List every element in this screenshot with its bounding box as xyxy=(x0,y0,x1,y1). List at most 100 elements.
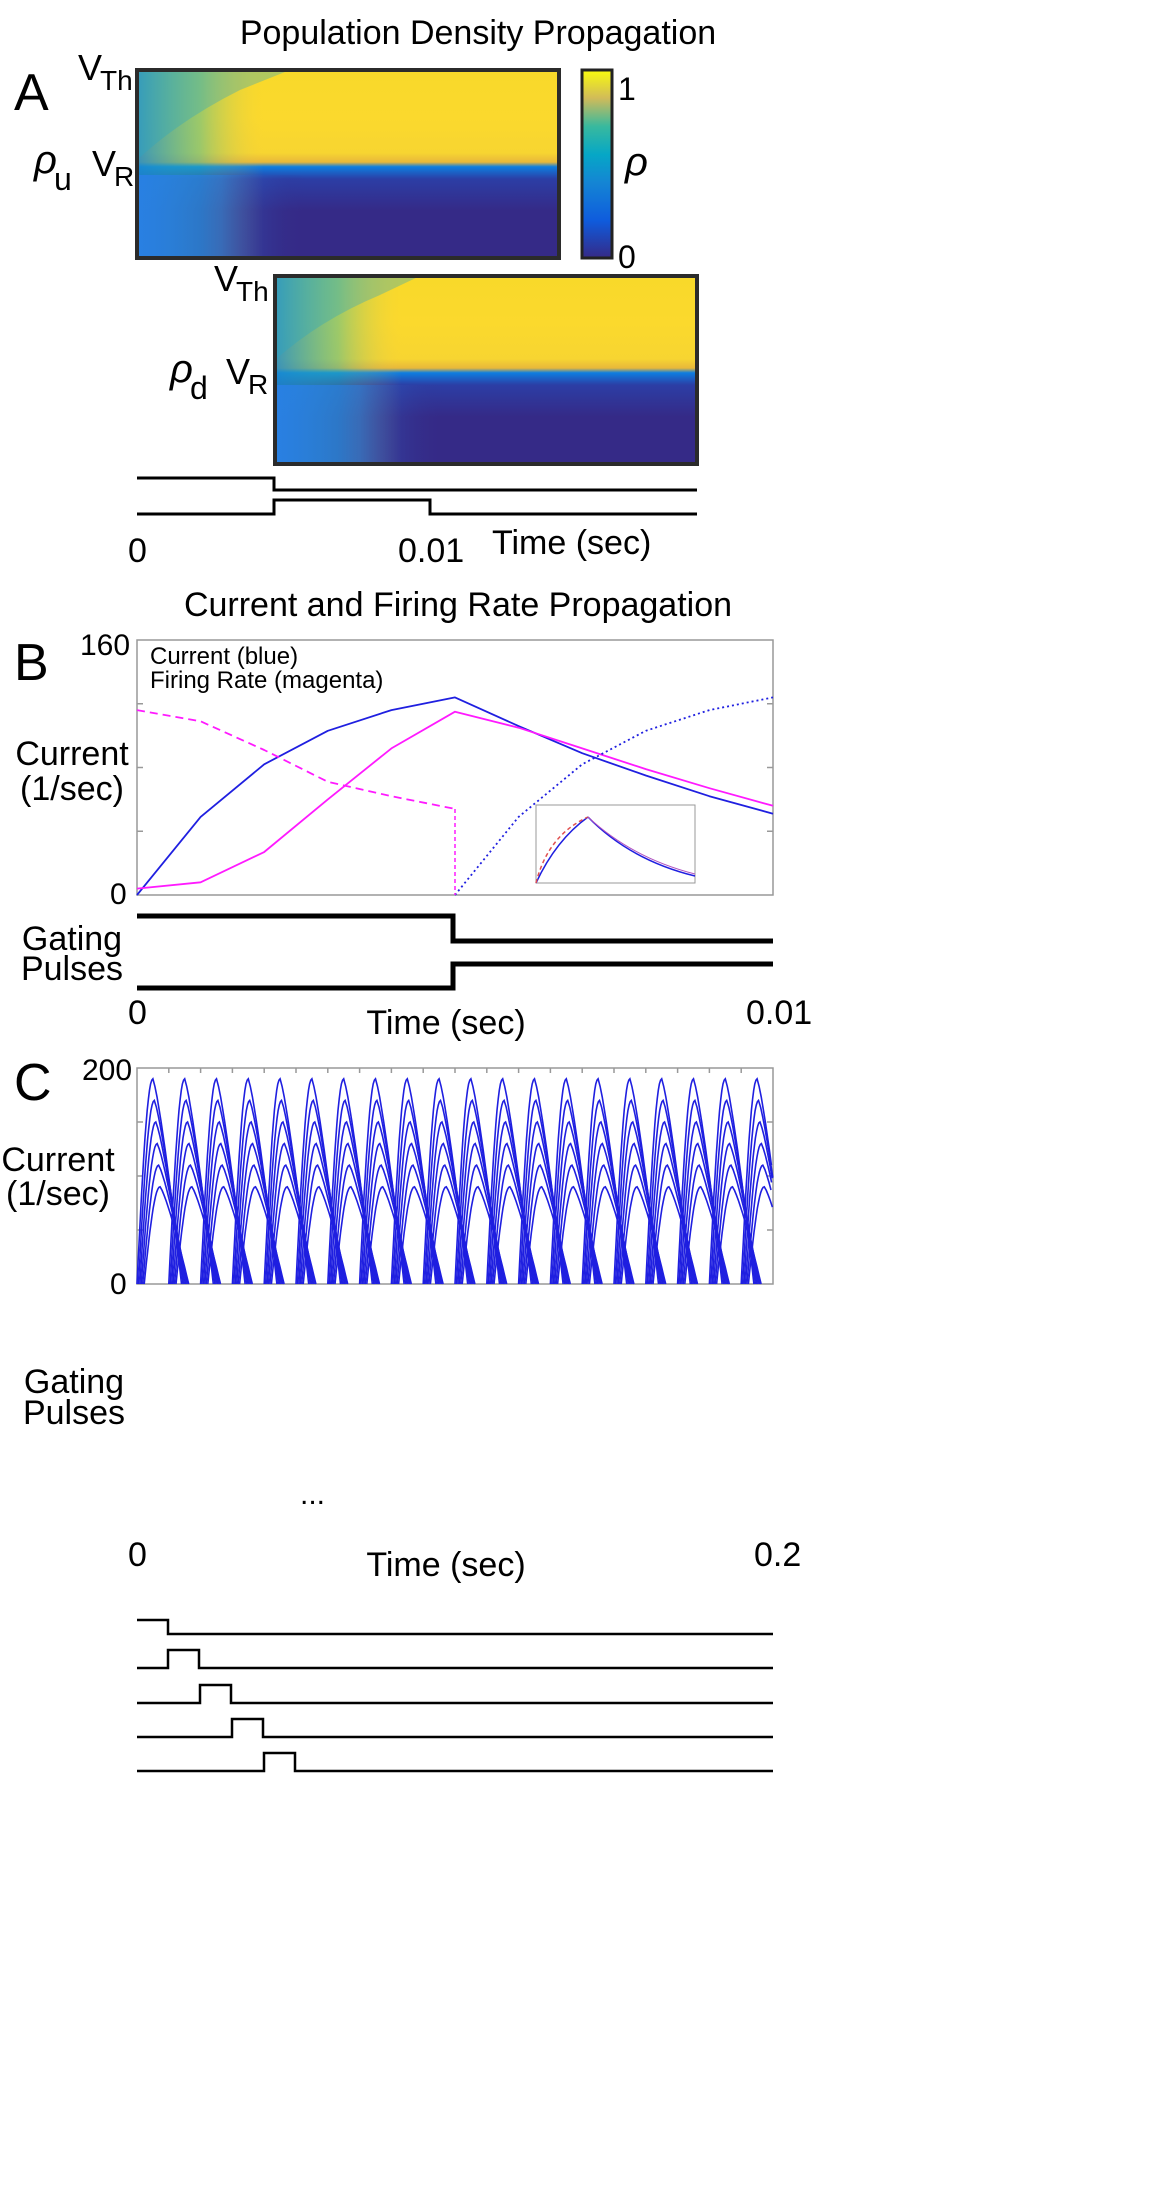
panel-c-current-curve xyxy=(684,1185,731,1285)
panel-b-legend-2: Firing Rate (magenta) xyxy=(150,667,383,694)
panel-c: C 200 0 Current (1/sec) Gating Pulses ..… xyxy=(1,1054,801,1773)
panel-c-gating-2: Pulses xyxy=(23,1394,125,1432)
colorbar-max: 1 xyxy=(618,71,636,107)
panel-c-gate-1 xyxy=(137,1618,773,1636)
panel-c-current-curve xyxy=(491,1164,538,1285)
panel-b-letter: B xyxy=(14,634,49,692)
panel-c-current-curve xyxy=(366,1185,413,1285)
panel-c-current-curve xyxy=(525,1185,572,1285)
panel-c-current-curve xyxy=(715,1185,762,1285)
panel-c-current-curve xyxy=(207,1185,254,1285)
panel-c-current-curve xyxy=(618,1164,665,1285)
panel-b-ymax: 160 xyxy=(80,629,130,662)
panel-c-current-curve xyxy=(397,1185,444,1285)
panel-b-series-3 xyxy=(136,709,456,810)
panel-c-current-curve xyxy=(238,1185,285,1285)
panel-b-series-2 xyxy=(136,710,774,890)
panel-c-current-curve xyxy=(650,1164,697,1285)
panel-a-xlabel: Time (sec) xyxy=(492,524,651,562)
panel-c-current-curve xyxy=(334,1185,381,1285)
panel-b-gate-1 xyxy=(137,913,773,944)
upper-name: ρ xyxy=(33,138,57,182)
panel-b-gating-2: Pulses xyxy=(21,950,123,988)
panel-c-current-curve xyxy=(205,1164,252,1285)
panel-c-current-curve xyxy=(740,1077,773,1285)
panel-c-lines xyxy=(136,1077,774,1285)
panel-c-current-curve xyxy=(300,1164,347,1285)
panel-b: B Current and Firing Rate Propagation 16… xyxy=(14,586,812,1042)
upper-vth-sub: Th xyxy=(100,65,133,96)
panel-c-current-curve xyxy=(461,1185,508,1285)
panel-b-ylabel-2: (1/sec) xyxy=(20,770,124,808)
lower-vth-sub: Th xyxy=(236,276,269,307)
panel-b-series-1 xyxy=(136,696,774,896)
panel-c-ellipsis: ... xyxy=(300,1478,325,1511)
panel-c-current-curve xyxy=(743,1120,773,1285)
panel-c-current-curve xyxy=(428,1164,475,1285)
panel-c-current-curve xyxy=(332,1164,379,1285)
panel-b-xlabel: Time (sec) xyxy=(366,1004,525,1042)
panel-c-xtick-0: 0 xyxy=(128,1536,147,1574)
lower-vr-sub: R xyxy=(248,369,268,400)
panel-c-current-curve xyxy=(269,1164,316,1285)
upper-vth: V xyxy=(78,47,102,88)
panel-b-ylabel-1: Current xyxy=(15,735,129,773)
panel-c-xlabel: Time (sec) xyxy=(366,1546,525,1584)
panel-c-ymax: 200 xyxy=(82,1054,132,1087)
panel-c-current-curve xyxy=(746,1164,772,1285)
panel-b-legend-1: Current (blue) xyxy=(150,643,298,670)
panel-c-ymin: 0 xyxy=(110,1268,127,1301)
heatmap-lower xyxy=(273,274,699,466)
panel-c-gate-2 xyxy=(137,1648,773,1670)
upper-name-sub: u xyxy=(54,161,72,197)
panel-b-ymin: 0 xyxy=(110,878,127,911)
colorbar: 1 0 ρ xyxy=(580,68,648,275)
panel-c-current-curve xyxy=(143,1185,190,1285)
upper-vr-sub: R xyxy=(114,161,134,192)
heatmap-upper xyxy=(135,68,561,260)
panel-c-current-curve xyxy=(237,1164,284,1285)
panel-c-current-curve xyxy=(270,1185,317,1285)
panel-c-current-curve xyxy=(741,1098,774,1285)
panel-a-tick-0: 0 xyxy=(128,532,147,570)
panel-c-current-curve xyxy=(555,1164,602,1285)
colorbar-min: 0 xyxy=(618,239,636,275)
panel-c-gate-4 xyxy=(137,1717,773,1739)
panel-b-inset xyxy=(535,804,696,884)
panel-c-current-curve xyxy=(587,1164,634,1285)
panel-b-gate-2 xyxy=(137,961,773,991)
panel-a-tick-mid: 0.01 xyxy=(398,532,464,570)
panel-c-current-curve xyxy=(493,1185,540,1285)
panel-a-gate-1 xyxy=(137,476,697,492)
lower-name-sub: d xyxy=(190,370,208,406)
panel-c-current-curve xyxy=(747,1185,774,1285)
panel-b-xtick-0: 0 xyxy=(128,994,147,1032)
panel-c-current-curve xyxy=(588,1185,635,1285)
panel-b-title: Current and Firing Rate Propagation xyxy=(184,586,732,624)
panel-c-current-curve xyxy=(175,1185,222,1285)
panel-c-current-curve xyxy=(364,1164,411,1285)
panel-c-letter: C xyxy=(14,1054,52,1112)
panel-c-ylabel-2: (1/sec) xyxy=(6,1175,110,1213)
panel-c-current-curve xyxy=(744,1142,773,1285)
panel-c-current-curve xyxy=(459,1164,506,1285)
panel-c-current-curve xyxy=(620,1185,667,1285)
panel-b-gating-1: Gating xyxy=(22,920,122,958)
panel-c-current-curve xyxy=(523,1164,570,1285)
panel-c-current-curve xyxy=(682,1164,729,1285)
panel-c-current-curve xyxy=(556,1185,603,1285)
panel-c-current-curve xyxy=(429,1185,476,1285)
panel-b-lines xyxy=(136,696,774,896)
lower-name: ρ xyxy=(169,347,193,391)
panel-c-gate-3 xyxy=(137,1683,773,1705)
panel-c-current-curve xyxy=(173,1164,220,1285)
colorbar-label: ρ xyxy=(624,140,648,184)
panel-c-ticks xyxy=(137,1068,773,1231)
panel-a-title: Population Density Propagation xyxy=(240,14,716,52)
panel-b-xtick-end: 0.01 xyxy=(746,994,812,1032)
lower-vr: V xyxy=(226,351,250,392)
panel-c-current-curve xyxy=(714,1164,761,1285)
panel-c-ylabel-1: Current xyxy=(1,1141,115,1179)
panel-c-current-curve xyxy=(652,1185,699,1285)
